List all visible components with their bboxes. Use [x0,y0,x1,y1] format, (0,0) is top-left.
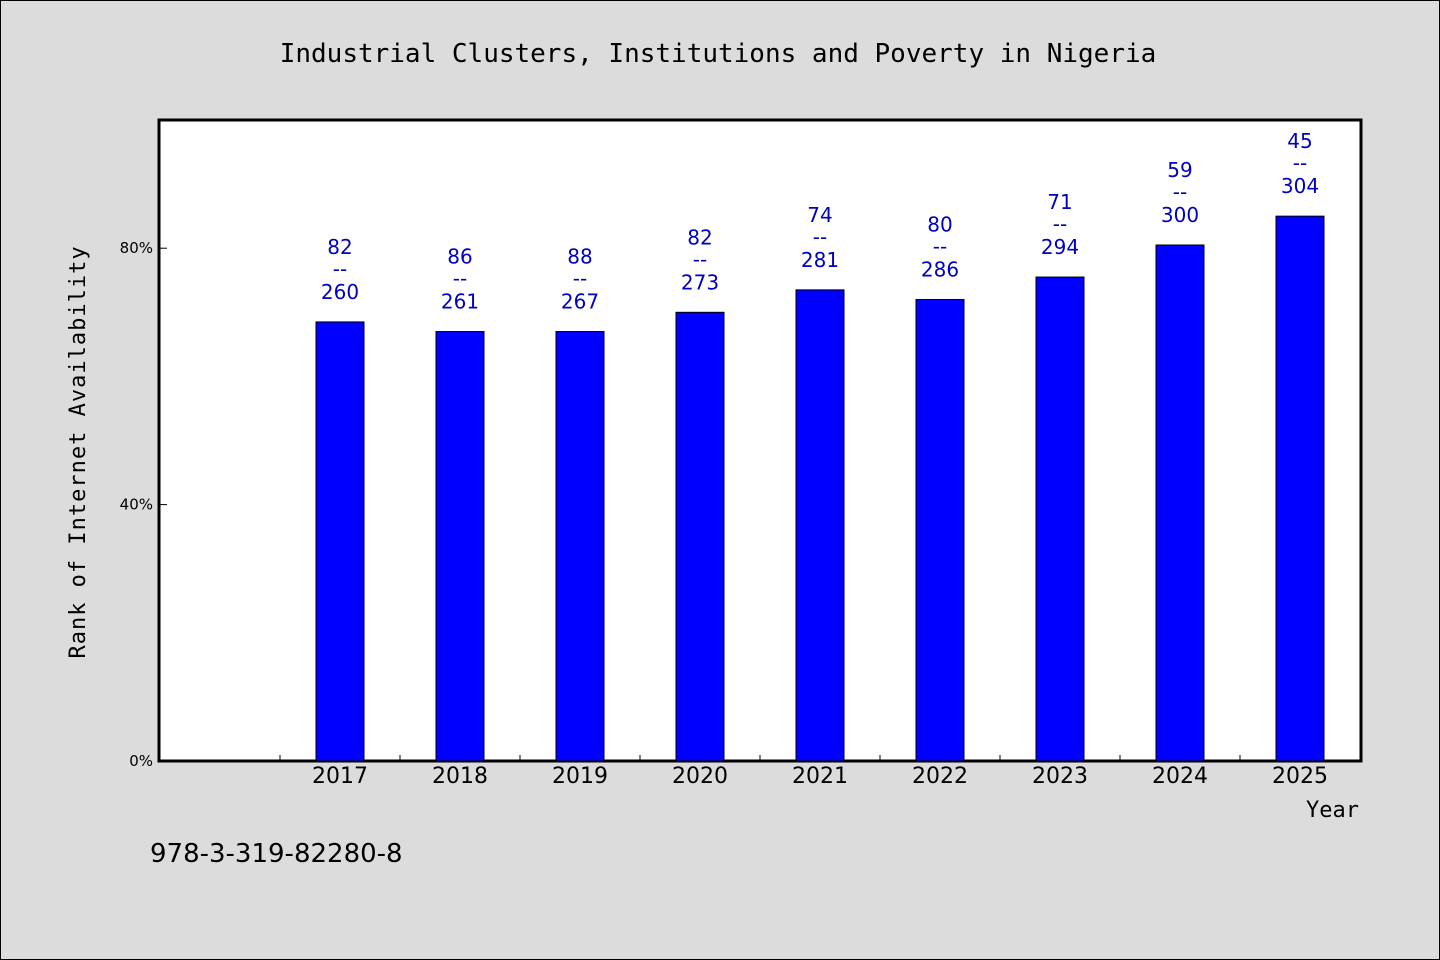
data-label-bottom-2018: 261 [441,290,479,314]
x-tick-label-2025: 2025 [1272,764,1328,789]
bar-2020 [675,311,725,762]
x-axis-label: Year [1306,798,1359,823]
data-label-bottom-2020: 273 [681,270,719,294]
x-axis: 2017 2018 2019 2020 2021 2022 2023 2024 2025 [279,755,1361,789]
data-label-top-2017: 82 [327,235,352,259]
data-label-top-2018: 86 [447,245,472,269]
bars-group [315,215,1325,762]
data-label-sep-2025: -- [1293,151,1307,175]
data-label-bottom-2022: 286 [921,257,959,281]
data-label-sep-2024: -- [1173,180,1187,204]
data-label-sep-2023: -- [1053,212,1067,236]
x-tick-label-2024: 2024 [1152,764,1208,789]
data-label-top-2024: 59 [1167,158,1192,182]
x-tick-label-2020: 2020 [672,764,728,789]
data-label-top-2022: 80 [927,212,952,236]
bar-2022 [915,298,965,762]
x-tick-label-2022: 2022 [912,764,968,789]
data-label-bottom-2025: 304 [1281,174,1319,198]
y-tick-label: 40% [120,496,153,514]
data-label-sep-2020: -- [693,247,707,271]
y-axis: 0% 40% 80% [120,239,167,770]
bar-2019 [555,331,605,762]
y-tick-label: 80% [120,239,153,257]
data-label-bottom-2024: 300 [1161,203,1199,227]
data-label-bottom-2017: 260 [321,280,359,304]
data-label-top-2021: 74 [807,203,832,227]
x-tick-label-2019: 2019 [552,764,608,789]
bar-2018 [435,331,485,762]
data-labels-group: 82--26086--26188--26782--27374--28180--2… [321,129,1319,313]
data-label-sep-2019: -- [573,267,587,291]
bar-2024 [1155,244,1205,762]
y-axis-label: Rank of Internet Availability [66,245,91,658]
x-tick-label-2021: 2021 [792,764,848,789]
isbn-text: 978-3-319-82280-8 [150,839,403,869]
data-label-bottom-2023: 294 [1041,235,1079,259]
data-label-top-2025: 45 [1287,129,1312,153]
data-label-sep-2018: -- [453,267,467,291]
x-tick-label-2017: 2017 [312,764,368,789]
data-label-bottom-2021: 281 [801,248,839,272]
data-label-top-2020: 82 [687,225,712,249]
x-tick-label-2023: 2023 [1032,764,1088,789]
y-tick-label: 0% [129,752,153,770]
chart-title: Industrial Clusters, Institutions and Po… [280,39,1157,69]
data-label-sep-2021: -- [813,225,827,249]
bar-2021 [795,289,845,762]
bar-2025 [1275,215,1325,762]
bar-2017 [315,321,365,762]
data-label-bottom-2019: 267 [561,290,599,314]
data-label-top-2019: 88 [567,245,592,269]
data-label-top-2023: 71 [1047,190,1072,214]
bar-2023 [1035,276,1085,762]
data-label-sep-2022: -- [933,234,947,258]
x-tick-label-2018: 2018 [432,764,488,789]
data-label-sep-2017: -- [333,257,347,281]
